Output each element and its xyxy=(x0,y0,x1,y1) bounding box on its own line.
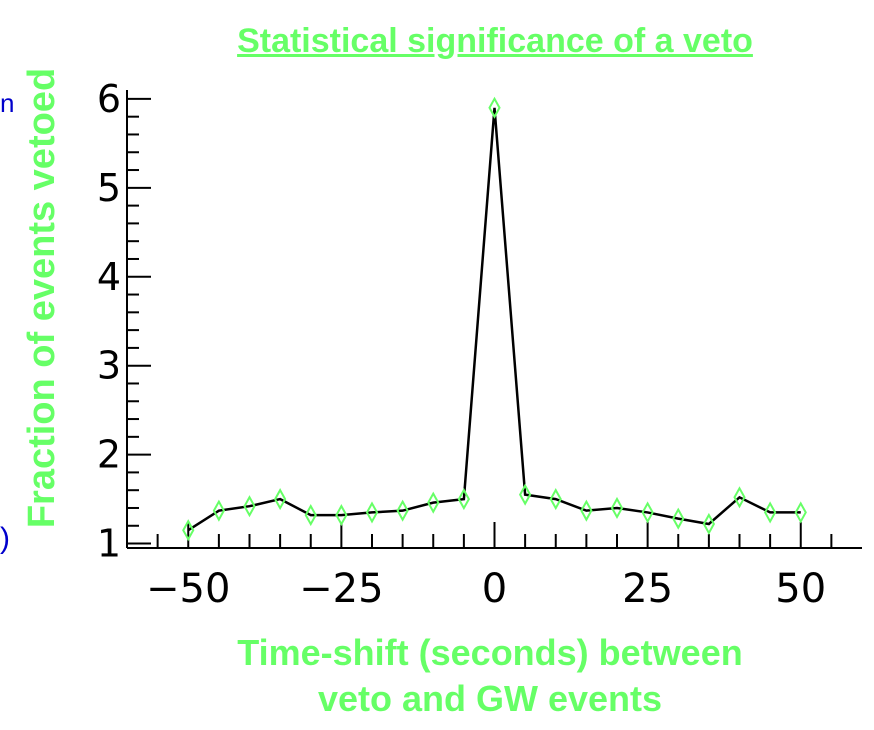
y-tick-label: 5 xyxy=(97,166,121,210)
data-point-marker xyxy=(457,488,471,511)
data-point-marker xyxy=(396,499,409,522)
data-point-marker xyxy=(672,507,685,530)
data-point-marker xyxy=(304,504,317,527)
y-tick-label: 6 xyxy=(97,77,121,121)
tick-marks xyxy=(127,97,833,548)
chart-title: Statistical significance of a veto xyxy=(237,22,753,60)
data-point-marker xyxy=(365,501,379,524)
data-point-marker xyxy=(610,496,624,520)
y-tick-label: 4 xyxy=(97,255,121,299)
data-point-marker xyxy=(243,495,256,518)
data-point-marker xyxy=(335,504,348,527)
cropped-edge-text: n xyxy=(0,88,15,118)
x-tick-label: 25 xyxy=(622,566,673,612)
data-point-marker xyxy=(182,519,195,542)
data-point-marker xyxy=(549,488,562,511)
data-point-marker xyxy=(488,96,501,119)
plot-axes xyxy=(126,90,862,549)
data-point-marker xyxy=(702,512,716,536)
x-tick-label: 0 xyxy=(482,566,507,612)
x-tick-label: −25 xyxy=(299,566,383,612)
data-point-marker xyxy=(212,499,226,522)
data-point-marker xyxy=(794,501,807,524)
y-tick-label: 3 xyxy=(97,344,121,388)
data-point-marker xyxy=(641,501,654,524)
data-point-marker xyxy=(763,501,777,524)
series-line xyxy=(187,107,801,532)
x-tick-label: 50 xyxy=(775,566,826,612)
data-point-marker xyxy=(580,499,593,522)
data-point-marker xyxy=(273,488,287,511)
y-tick-label: 1 xyxy=(97,522,121,566)
data-point-marker xyxy=(733,486,746,509)
y-tick-label: 2 xyxy=(97,433,121,477)
cropped-edge-paren: ) xyxy=(0,522,10,555)
tick-labels: −50 −25 0 25 50 1 2 3 4 5 6 xyxy=(97,77,826,612)
data-point-marker xyxy=(427,491,440,514)
x-tick-label: −50 xyxy=(146,566,230,612)
data-series xyxy=(182,96,807,542)
data-point-marker xyxy=(518,483,532,506)
x-axis-label: Time-shift (seconds) between veto and GW… xyxy=(237,632,743,719)
